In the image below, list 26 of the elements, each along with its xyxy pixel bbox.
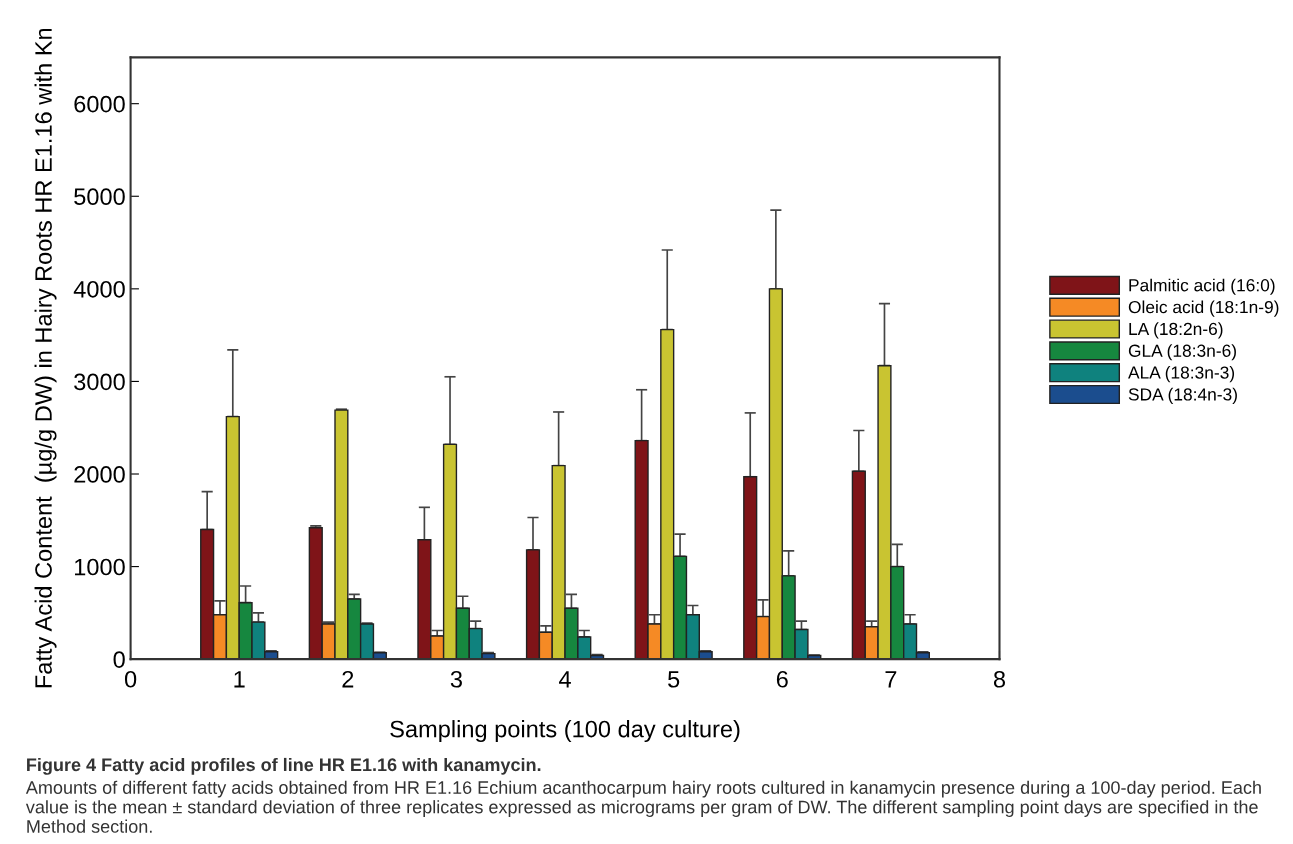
legend-label: LA (18:2n-6) (1129, 322, 1223, 339)
x-tick-label: 5 (668, 671, 680, 688)
legend-label: Oleic acid (18:1n-9) (1128, 300, 1279, 317)
x-tick-label: 4 (559, 671, 571, 688)
x-tick-label: 2 (342, 670, 354, 688)
y-tick-label: 0 (113, 651, 125, 668)
y-tick-label: 6000 (74, 95, 125, 113)
x-tick-label: 6 (776, 670, 788, 688)
y-tick-label: 1000 (75, 558, 125, 576)
y-tick-label: 5000 (74, 188, 125, 206)
x-tick-label: 8 (993, 670, 1006, 688)
text: Amounts of different fatty acids obtained from HR E1.16 Echium acanthocarpum hairy roots cultured in kanamycin presence during a 100-day period. Each value is the mean ± standard deviation of three replicates expressed as micrograms per gram of DW. The different sampling point days are specified in the Method section. (25, 780, 1261, 833)
y-tick-label: 4000 (73, 280, 125, 298)
y-tick-label: 3000 (74, 373, 125, 391)
text: Figure 4 Fatty acid profiles of line HR E1.16 with kanamycin. (27, 757, 541, 775)
x-tick-label: 7 (885, 671, 897, 688)
legend-label: ALA (18:3n-3) (1128, 365, 1235, 383)
legend-label: Palmitic acid (16:0) (1129, 278, 1275, 295)
legend-label: SDA (18:4n-3) (1128, 387, 1237, 404)
x-tick-label: 1 (234, 671, 245, 688)
legend-label: GLA (18:3n-6) (1128, 344, 1236, 361)
y-axis-title: Fatty Acid Content (µg/g DW) in Hairy Roots HR E1.16 with Kn (34, 28, 57, 688)
y-tick-label: 2000 (74, 466, 125, 483)
x-axis-title: Sampling points (100 day culture) (390, 720, 740, 743)
x-tick-label: 0 (124, 670, 137, 688)
x-tick-label: 3 (450, 670, 462, 688)
